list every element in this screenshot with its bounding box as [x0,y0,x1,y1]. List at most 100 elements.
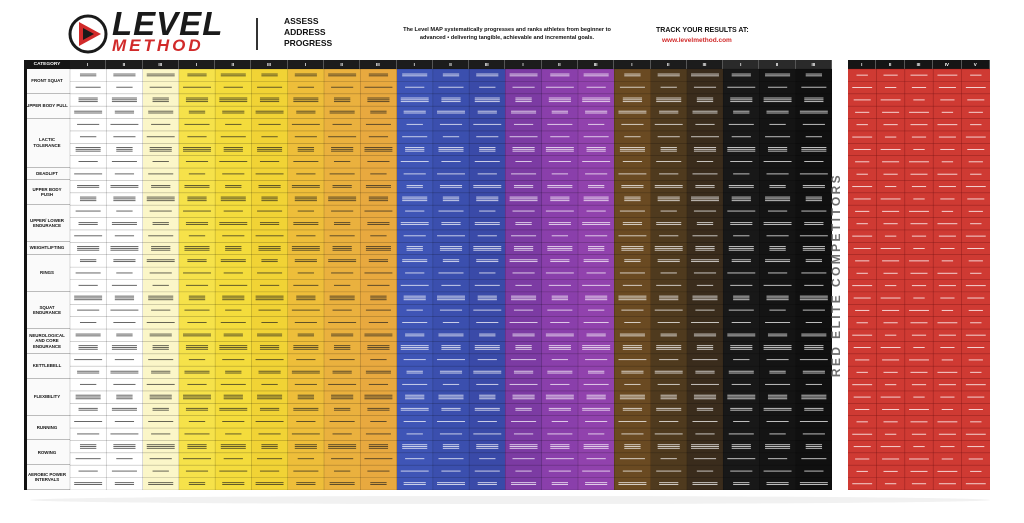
red-elite-panel: I II III IV V [848,60,990,490]
level-header-16: I [614,60,651,69]
level-band-1 [70,60,107,490]
category-label-14: ROWING [24,440,70,466]
category-group-bar-1 [24,69,27,169]
red-cell-fine-print [940,347,955,349]
red-cell-fine-print [884,483,897,485]
category-group-bar-4 [24,329,27,416]
red-cell-fine-print [910,421,928,423]
category-label-10: NEUROLOGICAL AND CORE ENDURANCE [24,329,70,354]
category-label-9: SQUAT ENDURANCE [24,292,70,330]
red-cell-fine-print [968,260,983,262]
red-cell-fine-print [853,99,871,101]
level-color-bands [24,60,833,490]
red-cell-fine-print [970,322,982,324]
red-cell-fine-print [970,371,982,373]
red-cell-fine-print [913,396,925,398]
category-label-2: UPPER BODY PULL [24,94,70,119]
red-cell-fine-print [882,359,900,361]
category-label-4: DEADLIFT [24,168,70,181]
red-cell-fine-print [852,483,873,485]
red-cell-fine-print [965,285,986,287]
level-band-21 [795,60,833,490]
red-cell-fine-print [938,235,956,237]
level-band-13 [505,60,543,490]
level-band-2 [106,60,144,490]
red-cell-fine-print [967,99,985,101]
level-band-9 [360,60,398,490]
red-cell-fine-print [937,421,958,423]
red-cell-fine-print [910,371,928,373]
level-band-16 [614,60,652,490]
red-cell-fine-print [970,272,982,274]
red-cell-fine-print [852,186,873,188]
red-cell-fine-print [910,322,928,324]
red-cell-fine-print [965,235,986,237]
red-cell-fine-print [883,74,898,76]
level-map-chart: CATEGORY FRONT SQUAT UPPER BODY PULL LACTI… [24,60,833,490]
red-cell-fine-print [938,87,956,88]
red-elite-label-text: RED ELITE COMPETITORS [829,172,844,378]
red-cell-fine-print [911,483,927,485]
level-header-15: III [578,60,615,69]
red-cell-fine-print [882,260,900,262]
red-cell-fine-print [940,446,955,448]
red-cell-fine-print [909,260,929,262]
level-band-3 [142,60,180,490]
red-cell-fine-print [911,186,927,188]
level-band-7 [287,60,325,490]
red-cell-fine-print [911,87,927,88]
red-cell-fine-print [940,99,955,101]
red-cell-fine-print [967,446,985,448]
red-cell-fine-print [970,74,982,76]
red-elite-header-3: III [905,60,934,69]
red-cell-fine-print [965,433,986,435]
red-elite-header-5: V [962,60,990,69]
level-header-12: III [469,60,506,69]
red-cell-fine-print [883,272,898,274]
level-header-4: I [178,60,216,69]
red-cell-fine-print [909,359,929,361]
red-elite-header-4: IV [933,60,962,69]
red-cell-fine-print [880,396,901,398]
red-cell-fine-print [913,297,925,299]
red-cell-fine-print [938,285,956,287]
category-label-15: AEROBIC POWER INTERVALS [24,465,70,490]
red-cell-fine-print [853,446,871,448]
level-header-2: II [106,60,143,69]
brand-primary: LEVEL [112,5,224,42]
red-cell-fine-print [853,248,871,249]
level-header-18: III [686,60,724,69]
red-elite-label: RED ELITE COMPETITORS [828,60,844,490]
red-cell-fine-print [913,248,925,249]
red-cell-fine-print [882,161,900,163]
red-cell-fine-print [880,297,901,299]
red-cell-fine-print [853,396,871,398]
red-cell-fine-print [911,285,927,287]
red-elite-header-2: II [876,60,905,69]
red-cell-fine-print [909,210,929,212]
red-cell-fine-print [967,248,985,249]
category-label-1: FRONT SQUAT [24,69,70,94]
red-cell-fine-print [965,384,986,386]
red-cell-fine-print [970,173,982,175]
red-cell-fine-print [937,124,958,126]
red-cell-fine-print [884,433,897,435]
red-cell-fine-print [911,235,927,237]
category-group-bar-5 [24,415,27,490]
tagline-assess: ASSESS [284,16,319,26]
red-cell-fine-print [856,322,868,324]
category-label-8: RINGS [24,255,70,292]
red-cell-fine-print [852,87,873,88]
red-cell-fine-print [941,409,954,410]
red-cell-fine-print [968,359,983,361]
red-cell-fine-print [941,458,954,460]
red-elite-header-row: I II III IV V [848,60,990,69]
red-cell-fine-print [856,371,868,373]
red-cell-fine-print [880,99,901,101]
red-cell-fine-print [880,446,901,448]
red-cell-fine-print [883,124,898,126]
red-cell-fine-print [913,148,925,150]
red-cell-fine-print [852,235,873,237]
red-elite-grid [848,68,990,490]
track-results-link[interactable]: www.levelmethod.com [662,37,732,44]
